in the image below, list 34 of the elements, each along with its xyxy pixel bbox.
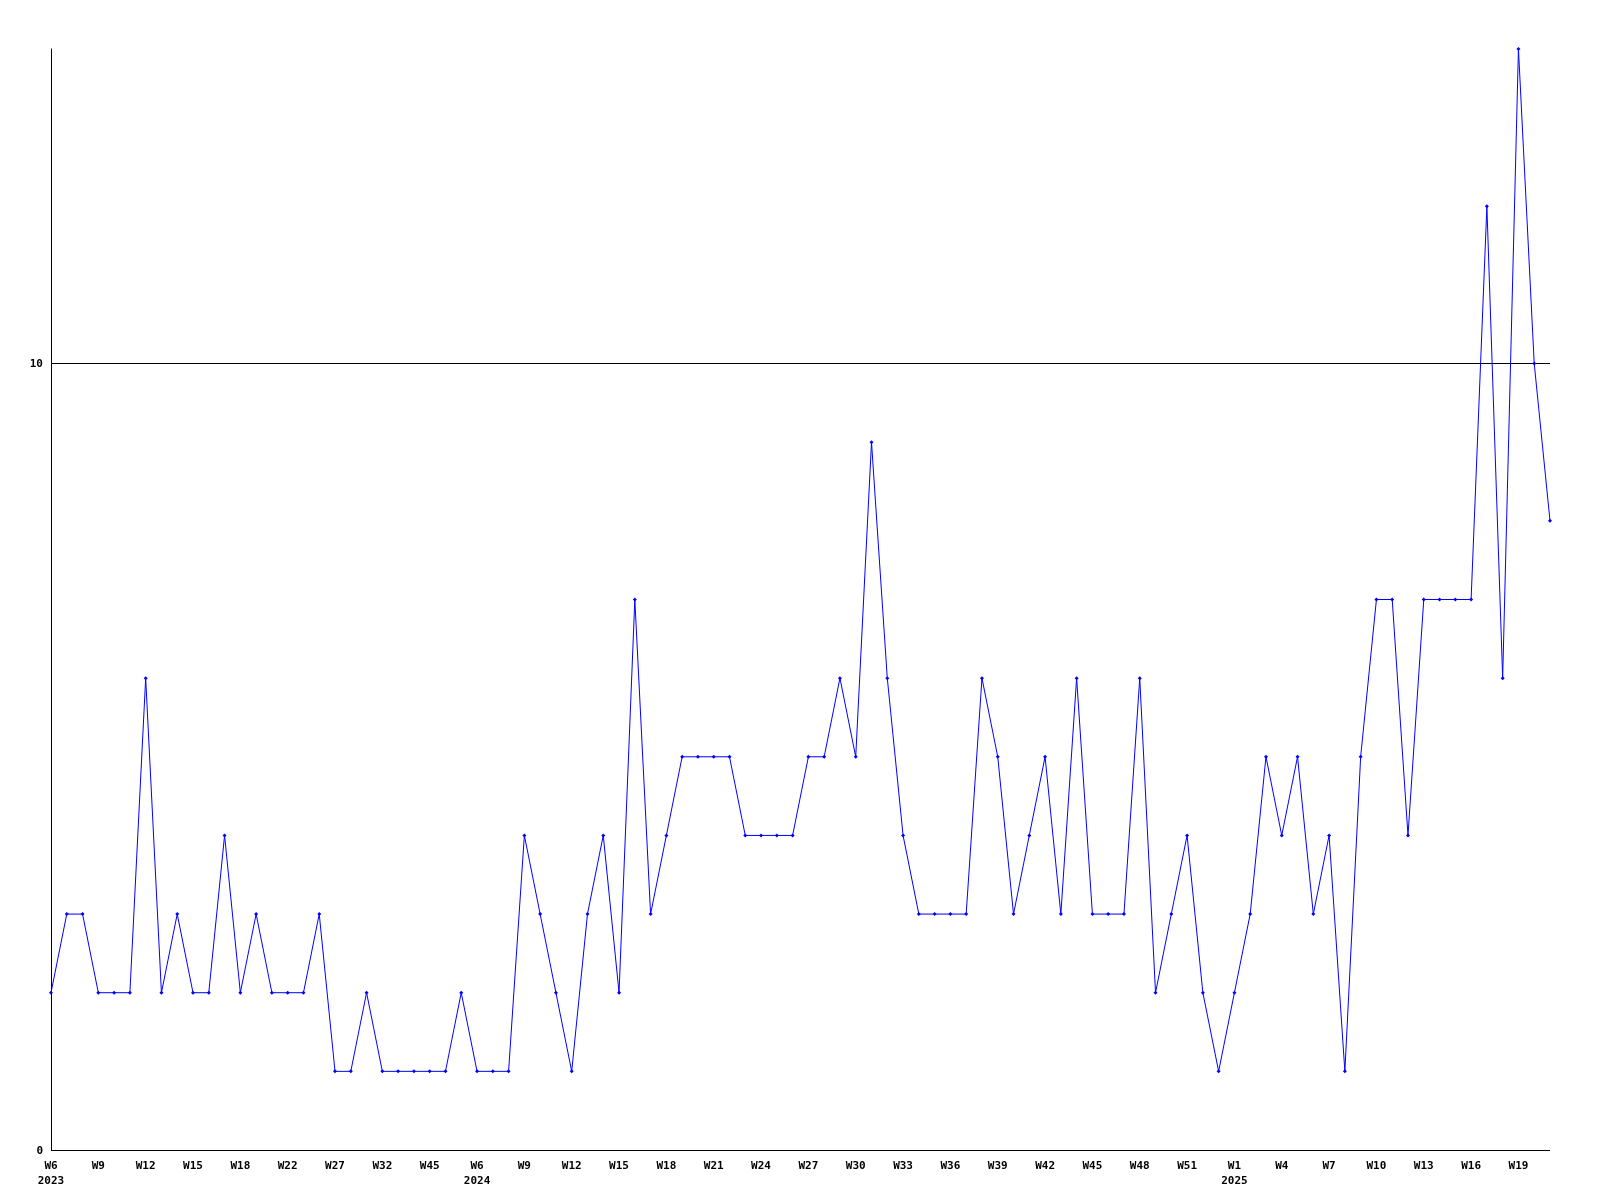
x-tick-label: W6 2024 xyxy=(463,1159,491,1187)
x-tick-label: W12 xyxy=(561,1159,582,1172)
x-tick-label: W12 xyxy=(135,1159,156,1172)
x-tick-label: W15 xyxy=(609,1159,629,1172)
x-tick-label: W27 xyxy=(798,1159,819,1172)
x-tick-label: W6 2023 xyxy=(37,1159,65,1187)
x-tick-label: W7 xyxy=(1322,1159,1336,1172)
x-tick-label: W18 xyxy=(230,1159,251,1172)
x-tick-label: W9 xyxy=(91,1159,105,1172)
y-tick-label: 0 xyxy=(36,1143,43,1157)
x-tick-label: W10 xyxy=(1366,1159,1387,1172)
x-tick-label: W42 xyxy=(1035,1159,1056,1172)
x-tick-label: W33 xyxy=(893,1159,913,1172)
x-tick-label: W15 xyxy=(183,1159,203,1172)
x-tick-label: W48 xyxy=(1129,1159,1150,1172)
x-tick-label: W32 xyxy=(372,1159,393,1172)
x-tick-label: W45 xyxy=(419,1159,440,1172)
x-tick-label: W18 xyxy=(656,1159,677,1172)
x-tick-label: W24 xyxy=(751,1159,772,1172)
x-tick-label: W39 xyxy=(987,1159,1008,1172)
x-tick-label: W9 xyxy=(517,1159,531,1172)
y-tick-label: 10 xyxy=(29,357,43,371)
x-tick-label: W22 xyxy=(277,1159,298,1172)
x-tick-label: W45 xyxy=(1082,1159,1103,1172)
x-tick-label: W16 xyxy=(1461,1159,1482,1172)
x-tick-label: W19 xyxy=(1508,1159,1529,1172)
x-tick-label: W4 xyxy=(1275,1159,1289,1172)
x-tick-label: W36 xyxy=(940,1159,961,1172)
x-tick-label: W30 xyxy=(845,1159,866,1172)
x-tick-label: W1 2025 xyxy=(1221,1159,1248,1187)
x-tick-label: W13 xyxy=(1413,1159,1434,1172)
x-tick-label: W51 xyxy=(1177,1159,1198,1172)
x-tick-label: W27 xyxy=(325,1159,345,1172)
x-tick-label: W21 xyxy=(703,1159,725,1172)
